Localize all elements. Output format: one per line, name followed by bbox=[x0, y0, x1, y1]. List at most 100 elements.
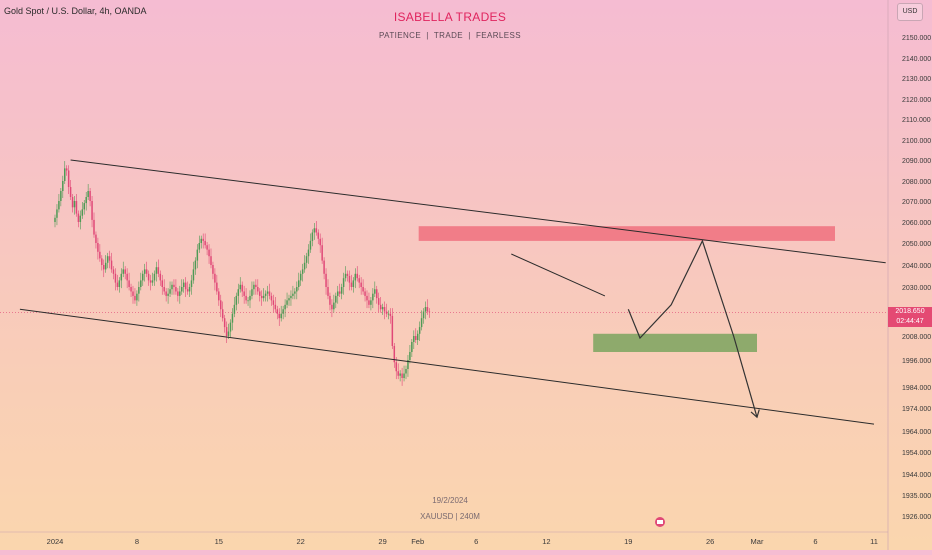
candle-body bbox=[348, 276, 351, 283]
candle bbox=[73, 196, 76, 215]
y-tick-label: 1996.000 bbox=[902, 358, 931, 365]
candle-body bbox=[266, 291, 269, 294]
candle bbox=[282, 305, 284, 320]
candle bbox=[132, 285, 134, 304]
candle bbox=[103, 259, 105, 278]
candle bbox=[210, 248, 212, 269]
candle bbox=[221, 301, 224, 322]
candle-body bbox=[97, 243, 99, 252]
candle-body bbox=[358, 278, 360, 283]
candle-body bbox=[409, 352, 411, 360]
candle-body bbox=[299, 273, 302, 281]
candle-body bbox=[251, 289, 253, 296]
candle bbox=[403, 365, 405, 382]
candle bbox=[182, 279, 185, 293]
candle bbox=[268, 283, 271, 300]
last-price-badge: 2018.650 02:44:47 bbox=[888, 307, 932, 327]
currency-button[interactable]: USD bbox=[897, 3, 923, 21]
candle bbox=[426, 299, 429, 315]
candle bbox=[128, 272, 130, 291]
candle bbox=[134, 288, 136, 304]
x-tick-label: 6 bbox=[813, 537, 817, 546]
candle-body bbox=[227, 331, 230, 336]
candle bbox=[177, 288, 179, 302]
candle-body bbox=[301, 269, 304, 274]
candle bbox=[241, 281, 243, 298]
candle bbox=[329, 292, 331, 311]
candle bbox=[315, 220, 318, 236]
candle bbox=[424, 301, 427, 320]
candle bbox=[253, 281, 255, 295]
candle bbox=[264, 290, 267, 302]
candle-body bbox=[91, 201, 93, 220]
candle-body bbox=[58, 201, 60, 210]
candle-body bbox=[321, 245, 323, 261]
candle-body bbox=[151, 280, 154, 283]
candle-body bbox=[411, 342, 413, 352]
candle-body bbox=[323, 260, 325, 274]
candle-body bbox=[319, 238, 321, 246]
candle-body bbox=[134, 295, 136, 301]
y-tick-label: 1944.000 bbox=[902, 472, 931, 479]
candle-body bbox=[387, 313, 390, 315]
candle-body bbox=[264, 293, 267, 296]
candle-body bbox=[83, 203, 85, 210]
candle-body bbox=[366, 295, 368, 301]
candle-body bbox=[179, 291, 181, 296]
candle bbox=[259, 288, 261, 302]
candle bbox=[167, 288, 169, 304]
candle bbox=[292, 285, 294, 300]
candle bbox=[379, 297, 382, 313]
candle bbox=[409, 345, 411, 364]
candle-body bbox=[194, 260, 197, 270]
candle bbox=[344, 266, 347, 282]
candle-body bbox=[149, 280, 152, 283]
candle-body bbox=[352, 280, 355, 287]
candle-body bbox=[128, 280, 130, 287]
candle-body bbox=[155, 267, 158, 274]
candle-body bbox=[399, 373, 401, 376]
candle bbox=[331, 299, 333, 318]
candle-body bbox=[415, 336, 417, 340]
candle bbox=[303, 255, 306, 273]
candle-body bbox=[157, 267, 160, 274]
candle-body bbox=[247, 300, 249, 302]
candle bbox=[223, 314, 226, 333]
candle bbox=[299, 270, 302, 286]
candle-body bbox=[416, 333, 419, 340]
candle bbox=[274, 297, 277, 313]
candle bbox=[64, 161, 66, 184]
candle bbox=[397, 363, 399, 380]
candle-body bbox=[290, 295, 292, 299]
candle bbox=[161, 274, 163, 295]
candle-body bbox=[317, 232, 319, 239]
candle-body bbox=[362, 287, 364, 292]
candle bbox=[122, 261, 124, 278]
candle-body bbox=[292, 293, 294, 296]
candle-body bbox=[397, 371, 399, 376]
x-tick-label: 12 bbox=[542, 537, 550, 546]
candle-body bbox=[159, 273, 162, 281]
candle bbox=[149, 274, 152, 291]
candle-body bbox=[165, 291, 167, 296]
candle-body bbox=[338, 291, 341, 294]
candle-body bbox=[354, 273, 357, 281]
candle bbox=[374, 281, 376, 298]
candle bbox=[136, 290, 138, 306]
candle bbox=[65, 165, 68, 176]
candle-body bbox=[393, 346, 396, 363]
candle-body bbox=[214, 273, 216, 283]
candle-body bbox=[89, 191, 91, 201]
candle bbox=[106, 252, 109, 269]
candle bbox=[85, 192, 87, 211]
candle bbox=[62, 175, 64, 198]
candle bbox=[362, 279, 364, 295]
candle-body bbox=[389, 313, 392, 316]
x-tick-label: 8 bbox=[135, 537, 139, 546]
candle bbox=[229, 319, 232, 337]
candle bbox=[407, 355, 409, 377]
candle bbox=[311, 229, 314, 247]
candle-body bbox=[200, 238, 202, 243]
